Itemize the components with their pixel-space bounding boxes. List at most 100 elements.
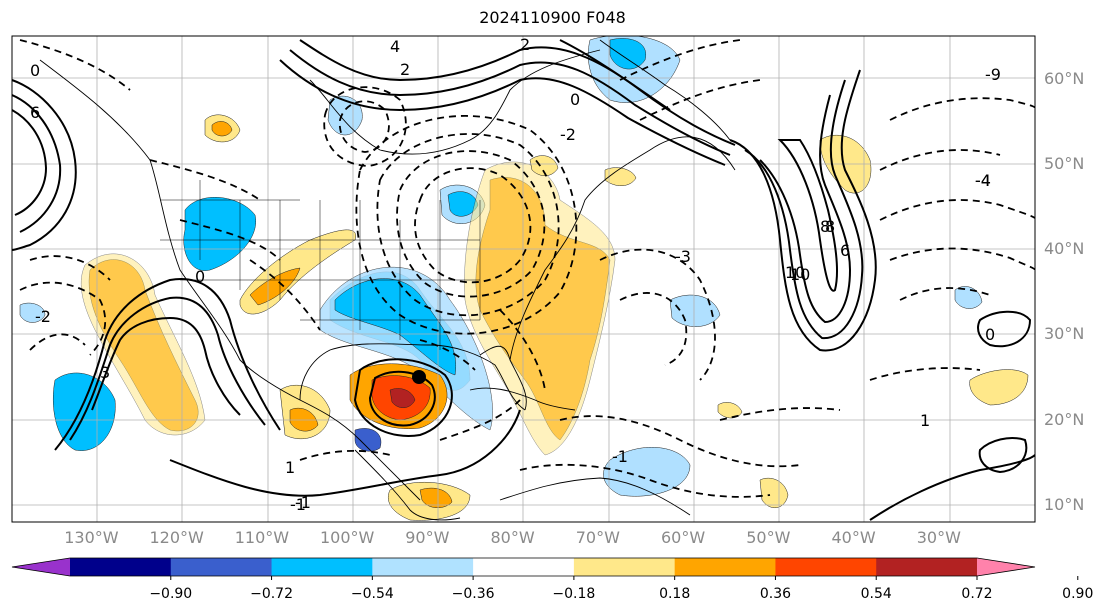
colorbar-tick-label: −0.36: [451, 586, 495, 602]
latitude-label: 30°N: [1044, 324, 1085, 344]
contour-label: 1: [920, 411, 930, 430]
longitude-label: 60°W: [661, 528, 706, 547]
pacific-ridge-contour: [12, 79, 77, 251]
negative-anomaly-rockies: [183, 197, 257, 271]
contour-label: 0: [195, 267, 205, 286]
pacific-trough: [29, 255, 111, 281]
colorbar-segment: [775, 558, 877, 576]
coastline-central-america: [354, 449, 461, 521]
atlantic-ridge-contour: [729, 69, 877, 352]
latitude-label: 20°N: [1044, 409, 1085, 429]
contour-label: 6: [30, 103, 40, 122]
map-plot-area: 0 0 2 4 6 8 10 -1 -2 -4 -3 0 3 1 1 -1 0 …: [12, 35, 1035, 522]
contour-label: 10: [790, 265, 810, 284]
contour-label: 2: [520, 35, 530, 54]
positive-contours: [12, 39, 1035, 521]
storm-center-marker: [412, 370, 426, 384]
negative-anomaly-canada: [327, 95, 363, 136]
great-lakes-trough: [414, 167, 532, 284]
graticule: [12, 36, 1035, 522]
contour-label: 1: [285, 458, 295, 477]
state-borders: [160, 180, 481, 350]
longitude-label: 100°W: [320, 528, 375, 547]
latitude-label: 60°N: [1044, 68, 1085, 88]
colorbar-extend-min: [12, 558, 70, 576]
coastline-hudson: [309, 49, 601, 155]
atlantic-trough: [599, 248, 716, 381]
contour-label: -4: [975, 171, 991, 190]
colorbar-segment: [170, 558, 273, 576]
storm-contour: [353, 358, 453, 437]
latitude-label: 10°N: [1044, 494, 1085, 514]
coastlines: [39, 39, 736, 521]
coastline-cuba: [469, 387, 576, 411]
longitude-label: 40°W: [831, 528, 876, 547]
contour-label: 4: [390, 37, 400, 56]
contour-label: -3: [675, 247, 691, 266]
colorbar-tick-label: −0.18: [552, 586, 596, 602]
colorbar-tick-label: 0.54: [860, 586, 892, 602]
coastline-north-america-west: [39, 59, 421, 501]
eastern-pacific-ridge: [54, 278, 281, 451]
contour-label: 0: [985, 325, 995, 344]
coastline-south-america: [499, 477, 691, 516]
latitude-label: 40°N: [1044, 239, 1085, 259]
colorbar-segment: [473, 558, 575, 576]
colorbar-tick-label: −0.90: [149, 586, 193, 602]
latitude-label: 50°N: [1044, 153, 1085, 173]
longitude-label: 80°W: [490, 528, 535, 547]
longitude-label: 90°W: [405, 528, 450, 547]
colorbar-segment: [271, 558, 373, 576]
colorbar-outline: [11, 557, 1036, 577]
colorbar-segment: [70, 558, 172, 576]
coastline-gulf: [299, 343, 526, 411]
contour-label: -1: [290, 495, 306, 514]
weak-positive-eastcoast: [464, 161, 616, 456]
negative-anomaly-gulf-core: [334, 278, 457, 376]
contour-label: -4: [975, 171, 991, 190]
contour-label-group: 0 0 2 4 6 8 10 -1 -2 -4 -3 0 3 1 1 -1 0 …: [30, 35, 1001, 514]
colorbar-tick-label: 0.36: [759, 586, 792, 602]
colorbar-tick-label: 0.90: [1062, 586, 1094, 602]
longitude-label: 130°W: [64, 528, 119, 547]
colorbar-segment: [876, 558, 978, 576]
contour-lines: [12, 39, 1035, 521]
contour-label: -9: [985, 65, 1001, 84]
canada-jet-contour: [299, 39, 736, 146]
contour-label: -2: [560, 125, 576, 144]
longitude-label: 110°W: [234, 528, 290, 547]
contour-label: 8: [820, 217, 830, 236]
hudson-trough: [338, 100, 390, 153]
contour-label: 8: [825, 217, 835, 236]
contour-label: 10: [785, 263, 805, 282]
colorbar-segment: [674, 558, 776, 576]
contour-label: -1: [612, 447, 628, 466]
colorbar-segment: [573, 558, 676, 576]
contour-label: 3: [100, 363, 110, 382]
longitude-label: 120°W: [149, 528, 204, 547]
contour-label: 2: [400, 60, 410, 79]
map-title: 2024110900 F048: [479, 8, 626, 27]
colorbar-tick-label: 0.72: [961, 586, 993, 602]
colorbar-tick-label: −0.72: [250, 586, 293, 602]
central-contour: [169, 409, 521, 497]
map-frame: [11, 35, 1036, 523]
contour-label: -1: [295, 493, 311, 512]
contour-label: 0: [30, 61, 40, 80]
colorbar-tick-label: 0.18: [659, 586, 691, 602]
colorbar-extend-max: [977, 558, 1035, 576]
shaded-anomaly-regions: [19, 36, 1029, 521]
colorbar-tick-label: −0.54: [350, 586, 394, 602]
contour-label: 0: [570, 90, 580, 109]
contour-label: 6: [840, 241, 850, 260]
longitude-label: 70°W: [575, 528, 620, 547]
coastline-greenland: [599, 39, 731, 141]
colorbar: [11, 557, 1079, 580]
longitude-label: 30°W: [916, 528, 961, 547]
colorbar-segment: [372, 558, 474, 576]
coastline-east: [509, 136, 736, 361]
longitude-label: 50°W: [746, 528, 791, 547]
negative-contours: [19, 39, 1035, 498]
contour-label: -2: [35, 307, 51, 326]
